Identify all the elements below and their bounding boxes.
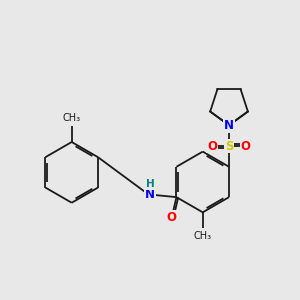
Text: O: O xyxy=(207,140,218,152)
Text: CH₃: CH₃ xyxy=(63,113,81,124)
Text: H: H xyxy=(146,179,155,189)
Text: N: N xyxy=(224,119,234,132)
Text: O: O xyxy=(167,212,177,224)
Text: N: N xyxy=(145,188,155,201)
Text: O: O xyxy=(241,140,250,152)
Text: CH₃: CH₃ xyxy=(194,231,212,241)
Text: S: S xyxy=(225,140,233,152)
